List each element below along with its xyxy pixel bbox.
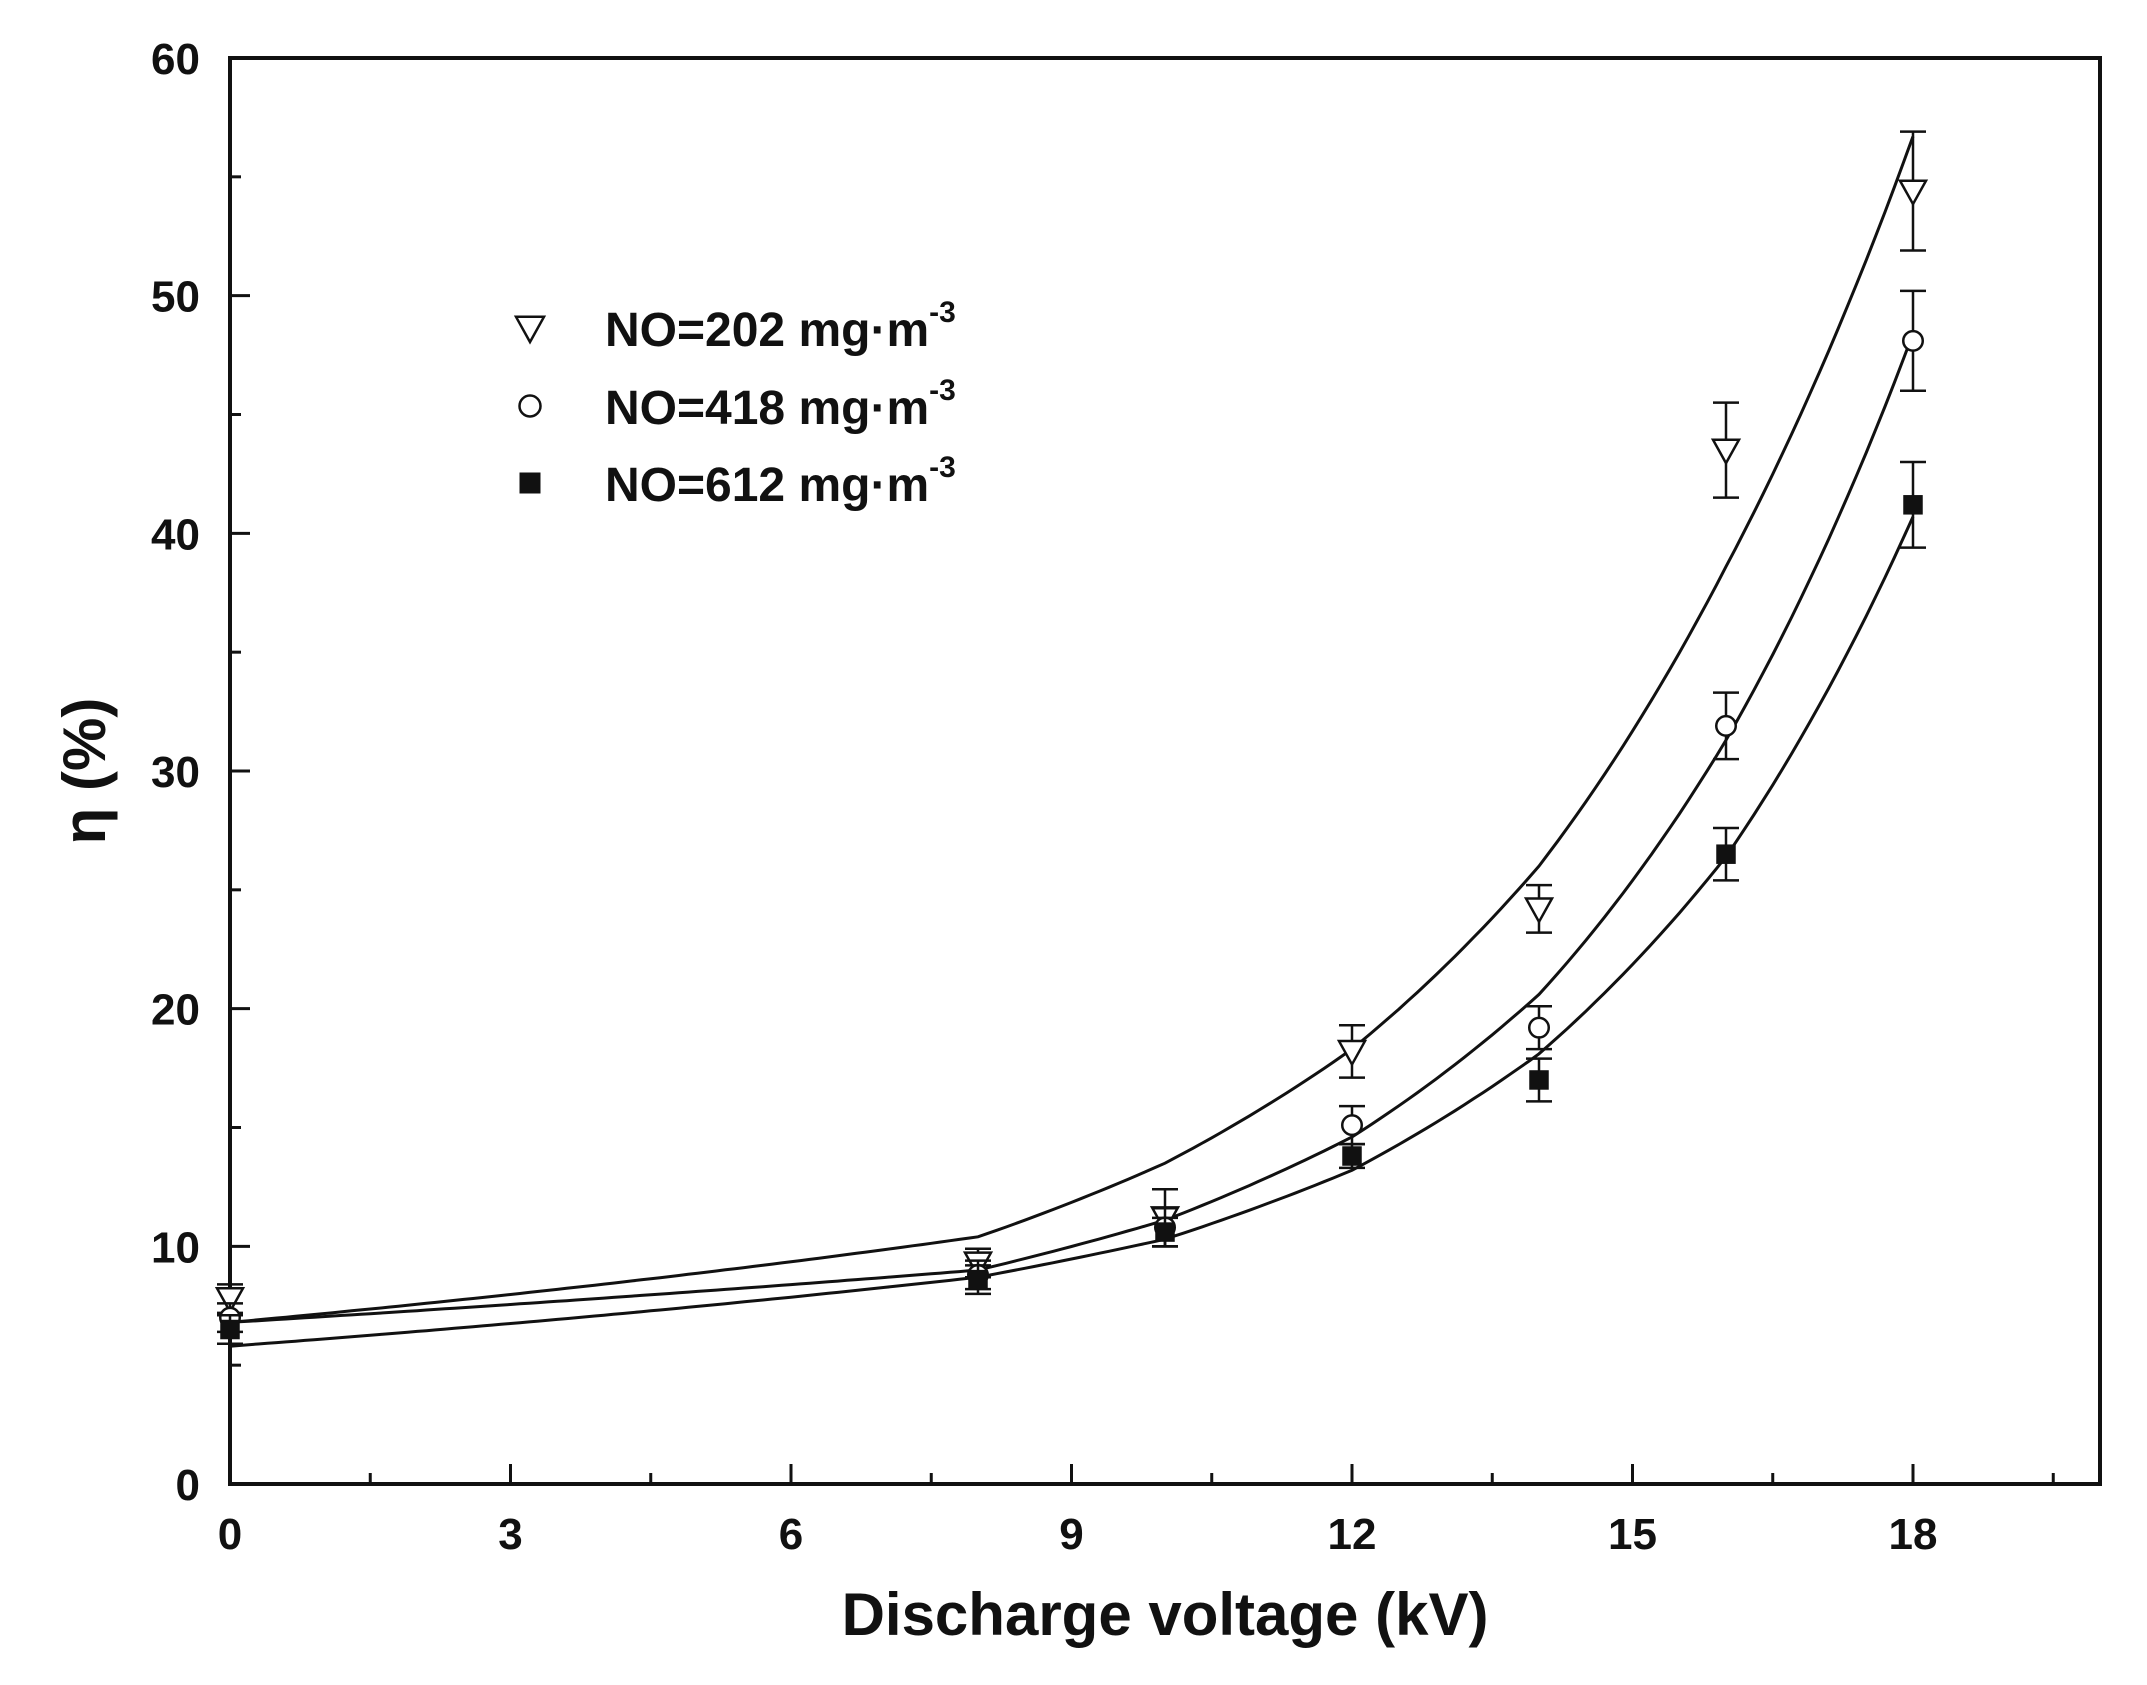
- circle-marker: [1341, 1114, 1363, 1137]
- triangle-marker: [1897, 179, 1929, 207]
- x-tick-label: 3: [498, 1510, 522, 1559]
- fit-curve: [229, 135, 1915, 1324]
- circle-marker: [1715, 714, 1737, 737]
- y-tick-label: 50: [151, 273, 200, 322]
- legend-label: NO=418 mg·m-3: [605, 374, 956, 435]
- y-axis-ticks: 0 10 20 30 40 50 60: [151, 35, 250, 1510]
- legend-superscript: -3: [929, 296, 956, 329]
- triangle-marker: [1710, 438, 1742, 466]
- circle-marker: [1902, 329, 1924, 352]
- triangle-marker: [214, 1286, 246, 1315]
- y-tick-label: 60: [151, 35, 200, 84]
- y-tick-label: 30: [151, 748, 200, 797]
- plot-frame: [228, 56, 2102, 1486]
- legend-label: NO=202 mg·m-3: [605, 296, 956, 357]
- triangle-marker: [1336, 1039, 1368, 1068]
- x-tick-label: 9: [1059, 1510, 1083, 1559]
- x-tick-label: 0: [218, 1510, 242, 1559]
- y-tick-label: 10: [151, 1223, 200, 1272]
- x-tick-label: 6: [779, 1510, 803, 1559]
- square-marker: [220, 1319, 240, 1340]
- square-marker: [1716, 844, 1736, 864]
- x-axis-title: Discharge voltage (kV): [842, 1581, 1489, 1648]
- legend: NO=202 mg·m-3 NO=418 mg·m-3 NO=612 mg·m-3: [513, 296, 956, 512]
- fit-curve: [229, 333, 1915, 1324]
- x-tick-label: 12: [1328, 1510, 1377, 1559]
- square-marker: [1529, 1070, 1549, 1090]
- x-tick-label: 15: [1608, 1510, 1657, 1559]
- y-tick-label: 0: [176, 1461, 200, 1510]
- y-axis-title: η (%): [51, 698, 118, 845]
- circle-marker: [518, 394, 542, 418]
- square-marker: [1903, 495, 1923, 515]
- y-tick-label: 20: [151, 986, 200, 1035]
- legend-superscript: -3: [929, 451, 956, 484]
- square-marker: [1155, 1222, 1175, 1242]
- legend-label: NO=612 mg·m-3: [605, 451, 956, 512]
- data-points: [214, 130, 1929, 1346]
- x-axis-ticks: 0 3 6 9 12 15 18: [218, 1464, 2055, 1559]
- y-tick-label: 40: [151, 510, 200, 559]
- triangle-marker: [513, 315, 547, 345]
- circle-marker: [1528, 1016, 1550, 1039]
- x-tick-label: 18: [1889, 1510, 1938, 1559]
- square-marker: [1342, 1146, 1362, 1166]
- square-marker: [519, 472, 541, 494]
- triangle-marker: [1523, 897, 1555, 925]
- legend-superscript: -3: [929, 374, 956, 407]
- fit-curve: [229, 516, 1915, 1348]
- square-marker: [968, 1269, 988, 1290]
- fit-curves: [229, 135, 1915, 1348]
